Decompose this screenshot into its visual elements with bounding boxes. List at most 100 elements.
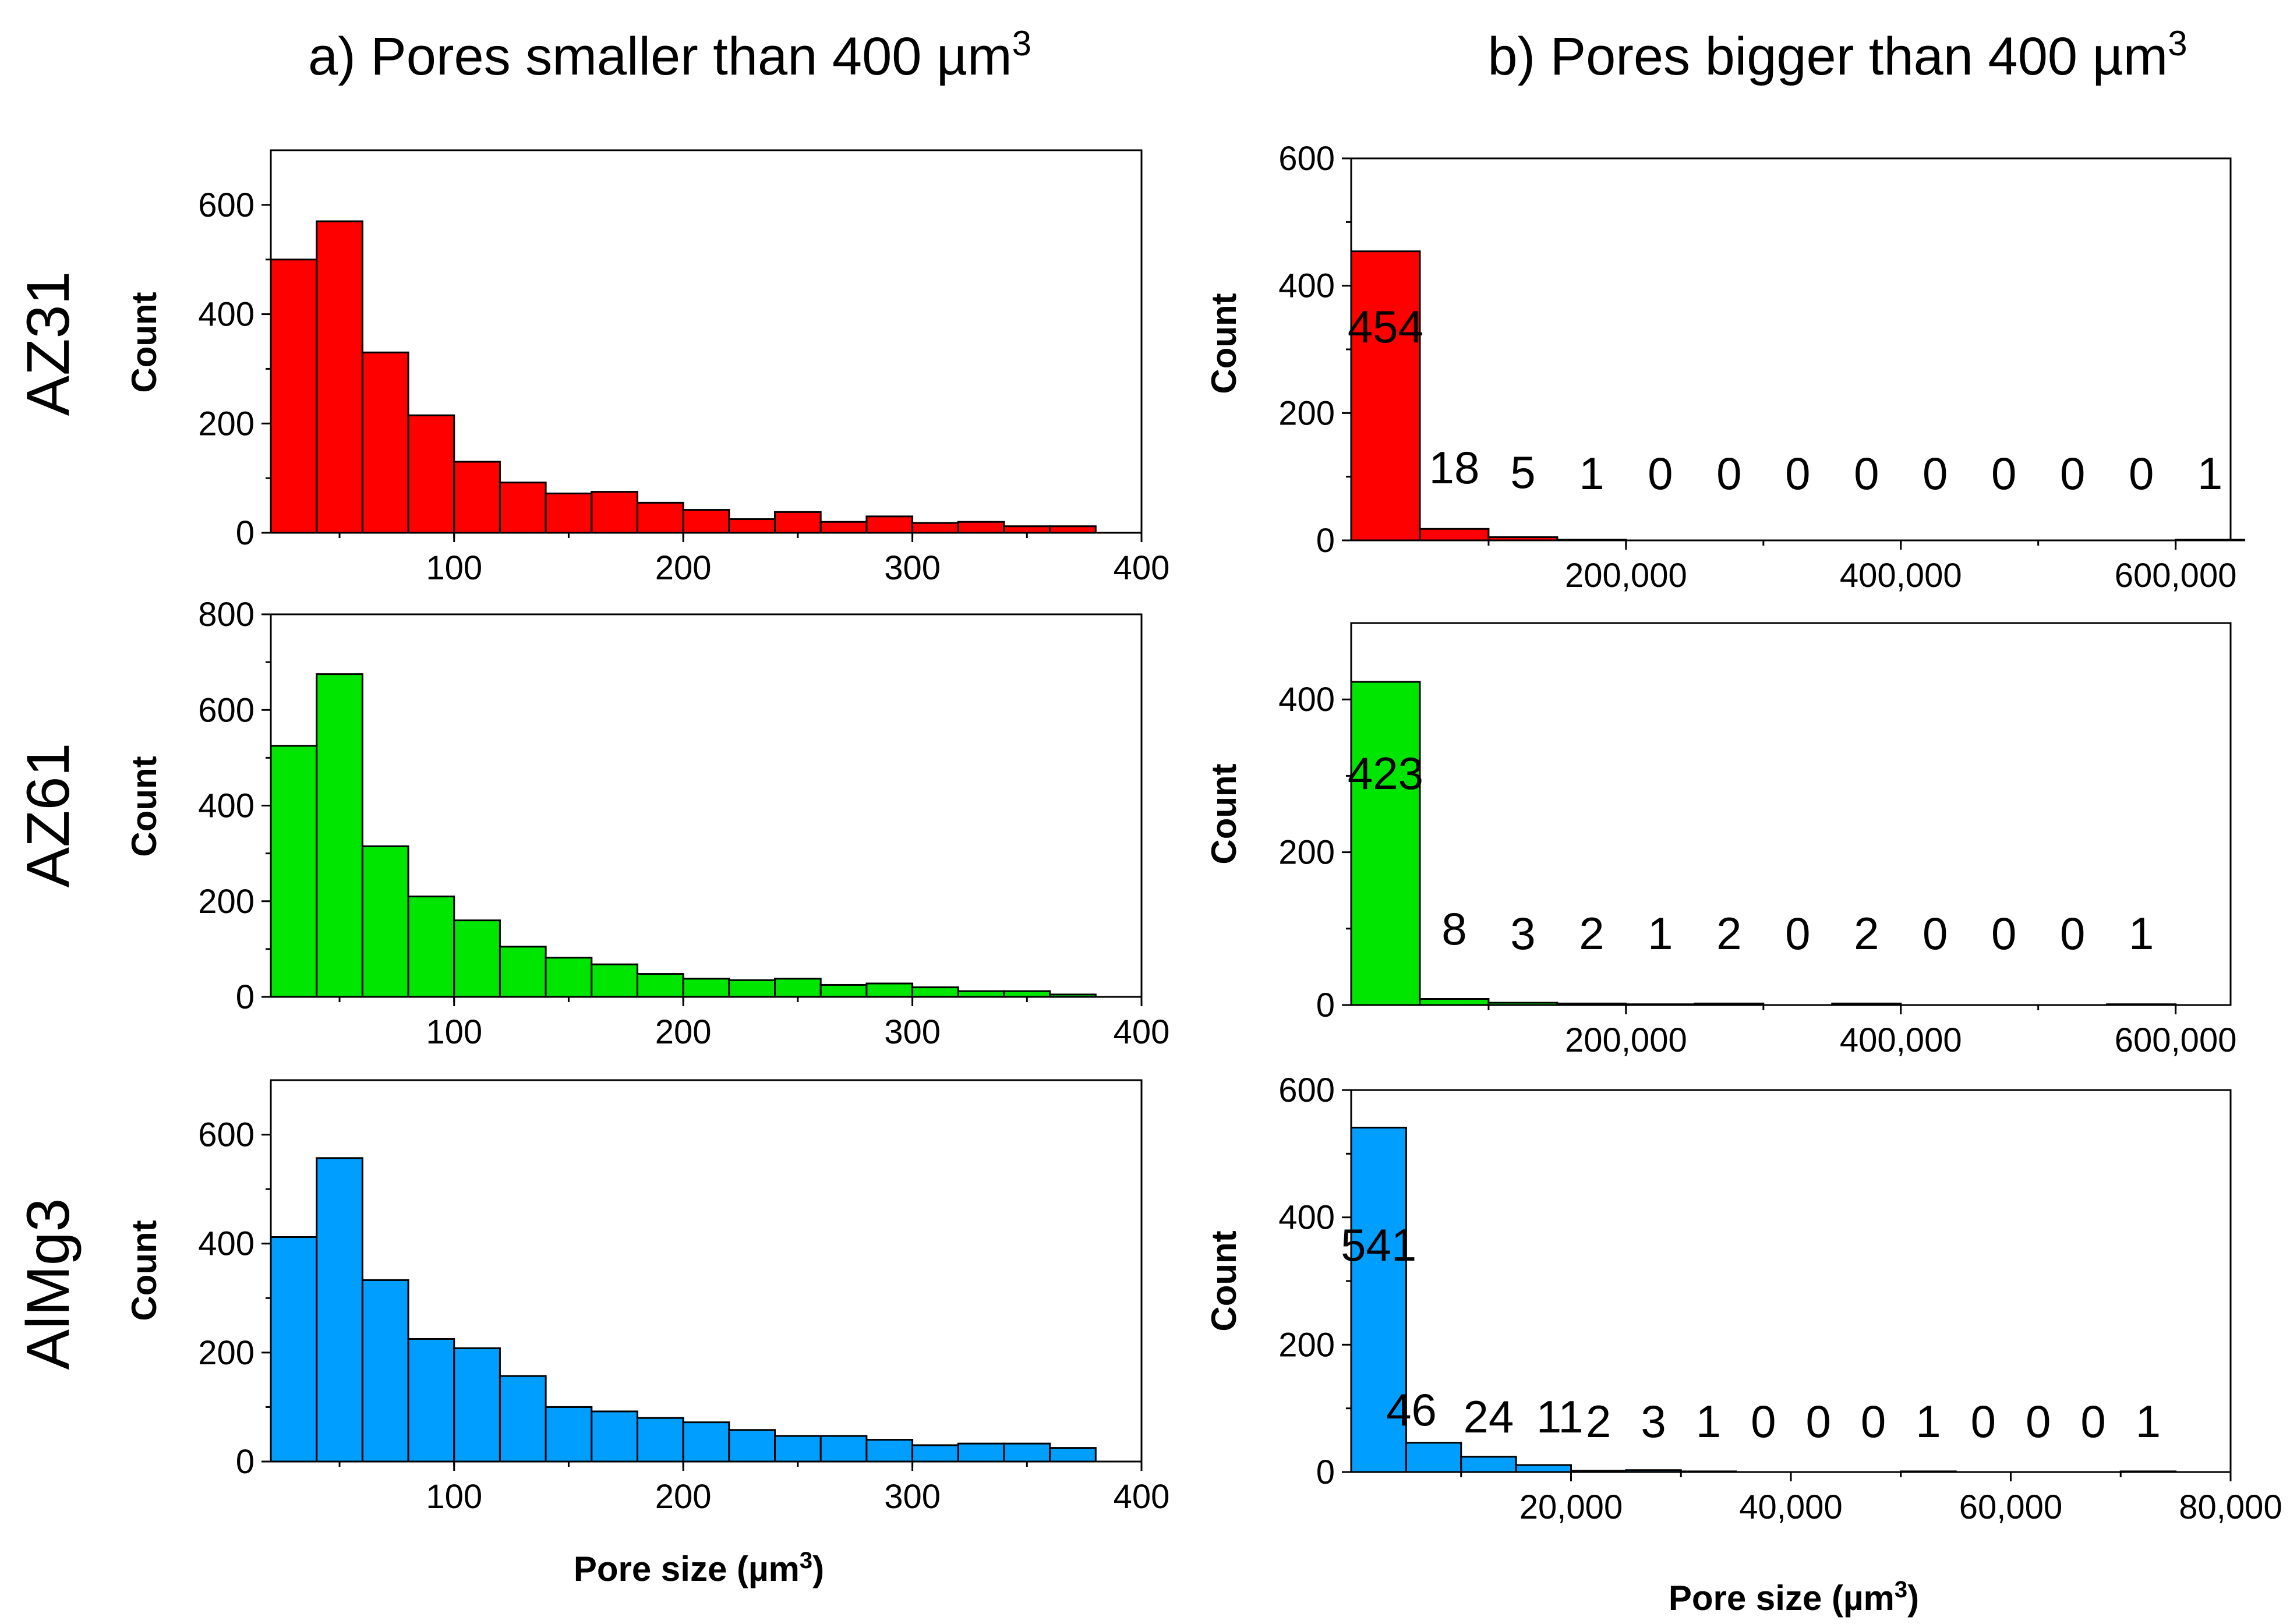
bar-count-label: 0 <box>1991 448 2016 499</box>
histogram-bar <box>361 1279 409 1463</box>
bar-count-label: 0 <box>1854 448 1879 499</box>
histogram-bar <box>1350 681 1421 1006</box>
histogram-bar <box>499 946 547 998</box>
histogram-bar <box>591 491 638 534</box>
histogram-bar <box>499 482 547 534</box>
bar-count-label: 2 <box>1579 908 1604 959</box>
y-axis-title: Count <box>125 292 164 392</box>
y-tick-label: 0 <box>236 514 255 552</box>
bar-count-label: 1 <box>2136 1396 2161 1447</box>
x-tick-label: 40,000 <box>1739 1488 1842 1526</box>
bar-count-label: 1 <box>1916 1396 1941 1447</box>
y-tick-label: 600 <box>198 691 255 729</box>
bar-count-label: 2 <box>1716 908 1741 959</box>
histogram-bar <box>819 1435 868 1463</box>
histogram-bar <box>316 220 363 534</box>
bar-count-label: 11 <box>1536 1391 1584 1442</box>
bar-count-label: 0 <box>2060 908 2085 959</box>
y-tick-label: 200 <box>1278 1326 1335 1364</box>
x-tick-label: 20,000 <box>1519 1488 1623 1526</box>
y-tick-label: 0 <box>1316 986 1335 1024</box>
y-tick-label: 400 <box>1278 1199 1335 1237</box>
y-tick-label: 600 <box>198 1116 255 1154</box>
x-axis-title-small: Pore size (µm3) <box>574 1548 824 1588</box>
bar-count-label: 0 <box>2129 448 2154 499</box>
x-tick-label: 200 <box>655 1478 712 1516</box>
histogram-bar <box>1419 528 1490 542</box>
histogram-bar <box>316 1157 363 1463</box>
row-label-az61: AZ61 <box>15 743 82 888</box>
bar-count-label: 2 <box>1854 908 1879 959</box>
histogram-bar <box>453 1347 501 1463</box>
y-tick-label: 400 <box>198 787 255 825</box>
histogram-bar <box>819 521 868 534</box>
histogram-bar <box>728 1429 776 1463</box>
bar-count-label: 0 <box>1785 448 1810 499</box>
y-tick-label: 0 <box>1316 1453 1335 1491</box>
bar-count-label: 0 <box>1861 1396 1886 1447</box>
bar-count-label: 1 <box>2197 448 2222 499</box>
histogram-bar <box>270 1236 318 1463</box>
histogram-bar <box>1515 1464 1572 1473</box>
bar-count-label: 1 <box>1648 908 1673 959</box>
x-tick-label: 400,000 <box>1840 557 1962 595</box>
x-tick-label: 100 <box>426 1478 482 1516</box>
row-label-almg3: AlMg3 <box>15 1198 82 1370</box>
x-tick-label: 100 <box>426 1013 482 1051</box>
bar-count-label: 0 <box>1805 1396 1830 1447</box>
y-tick-label: 600 <box>1278 140 1335 178</box>
histogram-bar <box>911 522 959 534</box>
y-axis-title: Count <box>125 756 164 857</box>
histogram-bar <box>774 1435 822 1463</box>
y-tick-label: 200 <box>198 405 255 443</box>
y-tick-label: 200 <box>198 1334 255 1372</box>
histogram-bar <box>1049 1447 1097 1463</box>
x-tick-label: 300 <box>884 1013 941 1051</box>
histogram-bar <box>911 1444 959 1463</box>
histogram-bar <box>407 1338 455 1463</box>
histogram-bar <box>865 982 914 998</box>
y-axis-title: Count <box>1204 1230 1243 1331</box>
histogram-bar <box>774 511 822 534</box>
histogram-bar <box>728 979 776 998</box>
x-tick-label: 300 <box>884 1478 941 1516</box>
column-title-small-pores: a) Pores smaller than 400 µm3 <box>308 24 1031 87</box>
bar-count-label: 0 <box>1991 908 2016 959</box>
x-axis-title-big: Pore size (µm3) <box>1669 1577 1919 1618</box>
histogram-bar <box>591 1410 638 1463</box>
x-tick-label: 600,000 <box>2115 557 2237 595</box>
histogram-bar <box>545 957 593 998</box>
histogram-bar <box>682 1421 730 1463</box>
histogram-bar <box>361 845 409 998</box>
bar-count-label: 0 <box>2060 448 2085 499</box>
y-axis-title: Count <box>1204 293 1243 394</box>
plot-frame <box>1350 622 2232 1006</box>
bar-count-label: 423 <box>1348 748 1423 799</box>
bar-count-label: 3 <box>1510 908 1535 959</box>
bar-count-label: 0 <box>2026 1396 2051 1447</box>
histogram-bar <box>591 963 638 998</box>
row-label-az31: AZ31 <box>15 271 82 416</box>
y-axis-title: Count <box>125 1220 164 1321</box>
bar-count-label: 0 <box>1716 448 1741 499</box>
x-tick-label: 400 <box>1114 549 1170 587</box>
y-axis-title: Count <box>1204 763 1243 864</box>
histogram-bar <box>911 986 959 998</box>
panel-almg3-small-pores: 0 200 400 600 100 200 300 400 Count <box>125 1079 1169 1516</box>
bar-count-label: 541 <box>1341 1219 1416 1271</box>
panel-az61-small-pores: 0 200 400 600 800 100 200 300 400 Count <box>125 596 1169 1051</box>
bar-count-label: 0 <box>1971 1396 1996 1447</box>
y-tick-label: 0 <box>236 1443 255 1481</box>
histogram-bar <box>682 978 730 998</box>
histogram-bar <box>270 745 318 998</box>
histogram-bar <box>270 259 318 534</box>
x-tick-label: 600,000 <box>2115 1021 2237 1059</box>
histogram-bar <box>499 1375 547 1463</box>
bar-count-label: 24 <box>1464 1391 1514 1442</box>
bar-count-label: 0 <box>2080 1396 2105 1447</box>
bar-count-label: 0 <box>1648 448 1673 499</box>
x-tick-label: 200 <box>655 549 712 587</box>
histogram-bar <box>636 973 684 998</box>
y-tick-label: 400 <box>1278 681 1335 719</box>
